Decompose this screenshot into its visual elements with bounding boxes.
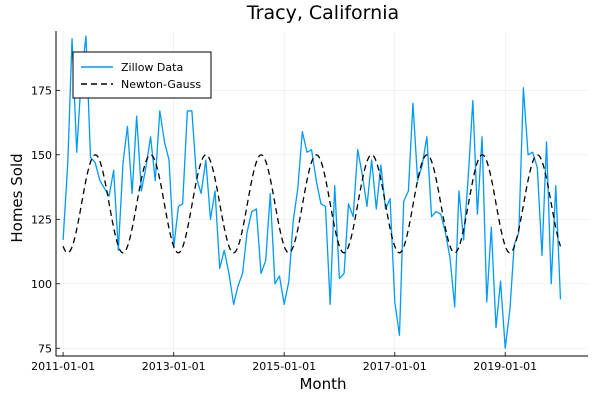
y-tick-label: 100 <box>31 278 52 291</box>
legend: Zillow Data Newton-Gauss <box>72 51 212 99</box>
y-tick-label: 175 <box>31 84 52 97</box>
series-line-zillow-data <box>62 35 562 349</box>
series-layer <box>62 35 562 349</box>
legend-label-zillow-data: Zillow Data <box>121 61 183 74</box>
y-axis-title: Homes Sold <box>8 153 26 242</box>
chart-title: Tracy, California <box>246 2 399 24</box>
x-tick-label: 2019-01-01 <box>473 360 537 373</box>
x-tick-label: 2017-01-01 <box>363 360 427 373</box>
legend-label-newton-gauss: Newton-Gauss <box>121 78 201 91</box>
x-tick-label: 2015-01-01 <box>252 360 316 373</box>
legend-box <box>72 51 212 99</box>
axes <box>55 31 588 357</box>
x-tick-label: 2013-01-01 <box>142 360 206 373</box>
y-tick-label: 150 <box>31 149 52 162</box>
x-axis-title: Month <box>299 375 346 393</box>
series-line-newton-gauss <box>62 154 562 254</box>
y-tick-label: 125 <box>31 213 52 226</box>
tick-labels: 2011-01-01 2013-01-01 2015-01-01 2017-01-01… <box>31 84 537 373</box>
y-tick-label: 75 <box>38 342 52 355</box>
x-tick-label: 2011-01-01 <box>31 360 95 373</box>
